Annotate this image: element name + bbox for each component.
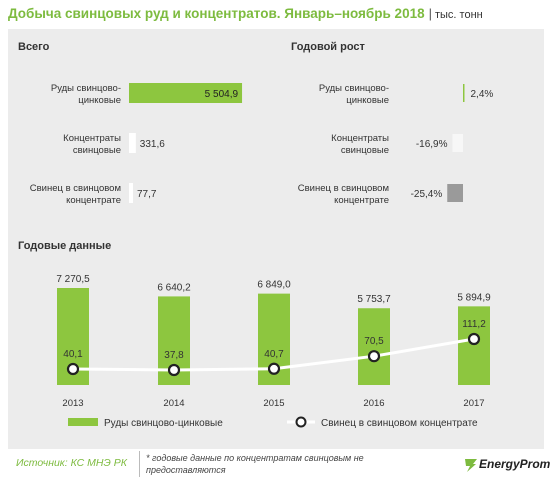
total-category-label: Концентраты свинцовые xyxy=(63,133,121,156)
total-value-label: 331,6 xyxy=(140,139,165,150)
concentrate-value-label: 40,1 xyxy=(63,349,83,360)
logo-icon xyxy=(465,459,477,472)
legend-bar-swatch xyxy=(68,418,98,426)
growth-value-label: 2,4% xyxy=(470,89,493,100)
growth-bar xyxy=(452,134,463,152)
energyprom-logo: EnergyProm xyxy=(463,456,550,474)
header: Добыча свинцовых руд и концентратов. Янв… xyxy=(8,5,544,27)
concentrate-value-label: 37,8 xyxy=(164,350,184,361)
annual-bar-value-label: 6 640,2 xyxy=(157,282,191,293)
concentrate-marker xyxy=(367,350,381,363)
growth-chart-title: Годовой рост xyxy=(291,41,366,53)
total-bar xyxy=(129,83,243,103)
growth-category-label: Свинец в свинцовом концентрате xyxy=(298,183,389,206)
annual-x-tick-label: 2015 xyxy=(263,398,284,409)
growth-bar xyxy=(463,84,465,102)
growth-category-label: Концентраты свинцовые xyxy=(331,133,389,156)
concentrate-value-label: 70,5 xyxy=(364,336,384,347)
annual-bar xyxy=(458,306,490,385)
footer: Источник: КС МНЭ РК * годовые данные по … xyxy=(8,449,550,480)
annual-bar-value-label: 6 849,0 xyxy=(257,280,291,291)
annual-chart-title: Годовые данные xyxy=(18,240,111,252)
footnote: * годовые данные по концентратам свинцов… xyxy=(146,453,364,475)
total-category-label: Руды свинцово-цинковые xyxy=(51,83,121,106)
total-chart-title: Всего xyxy=(18,41,50,53)
chart-svg: Всего Руды свинцово-цинковые 5 504,9 Концен… xyxy=(18,41,493,429)
legend-line-marker xyxy=(295,416,307,428)
legend-line-label: Свинец в свинцовом концентрате xyxy=(321,418,478,429)
concentrate-marker xyxy=(467,332,481,346)
total-bar xyxy=(129,133,136,153)
annual-bar xyxy=(358,308,390,385)
title-separator: | xyxy=(428,6,432,21)
total-value-label: 5 504,9 xyxy=(205,89,239,100)
growth-value-label: -16,9% xyxy=(416,139,448,150)
annual-x-tick-label: 2017 xyxy=(463,398,484,409)
concentrate-marker xyxy=(267,362,281,375)
annual-bar-value-label: 7 270,5 xyxy=(56,274,90,285)
growth-category-label: Руды свинцово-цинковые xyxy=(319,83,389,106)
annual-x-tick-label: 2016 xyxy=(363,398,384,409)
annual-x-tick-label: 2013 xyxy=(62,398,83,409)
total-value-label: 77,7 xyxy=(137,189,157,200)
annual-x-tick-label: 2014 xyxy=(163,398,184,409)
total-category-label: Свинец в свинцовом концентрате xyxy=(30,183,121,206)
growth-value-label: -25,4% xyxy=(411,189,443,200)
concentrate-value-label: 40,7 xyxy=(264,349,284,360)
footer-divider xyxy=(139,451,140,477)
growth-bar xyxy=(447,184,463,202)
concentrate-marker xyxy=(167,363,181,377)
total-bar xyxy=(129,183,133,203)
page-title: Добыча свинцовых руд и концентратов. Янв… xyxy=(8,6,425,21)
source-label: Источник: КС МНЭ РК xyxy=(16,457,127,469)
chart-panel: Всего Руды свинцово-цинковые 5 504,9 Концен… xyxy=(8,29,544,449)
unit-label: тыс. тонн xyxy=(434,9,483,21)
annual-bar-value-label: 5 753,7 xyxy=(357,294,391,305)
logo-text: EnergyProm xyxy=(479,457,551,471)
legend-bar-label: Руды свинцово-цинковые xyxy=(104,418,223,429)
concentrate-value-label: 111,2 xyxy=(462,319,486,330)
annual-bar-value-label: 5 894,9 xyxy=(457,292,491,303)
concentrate-marker xyxy=(66,362,80,376)
